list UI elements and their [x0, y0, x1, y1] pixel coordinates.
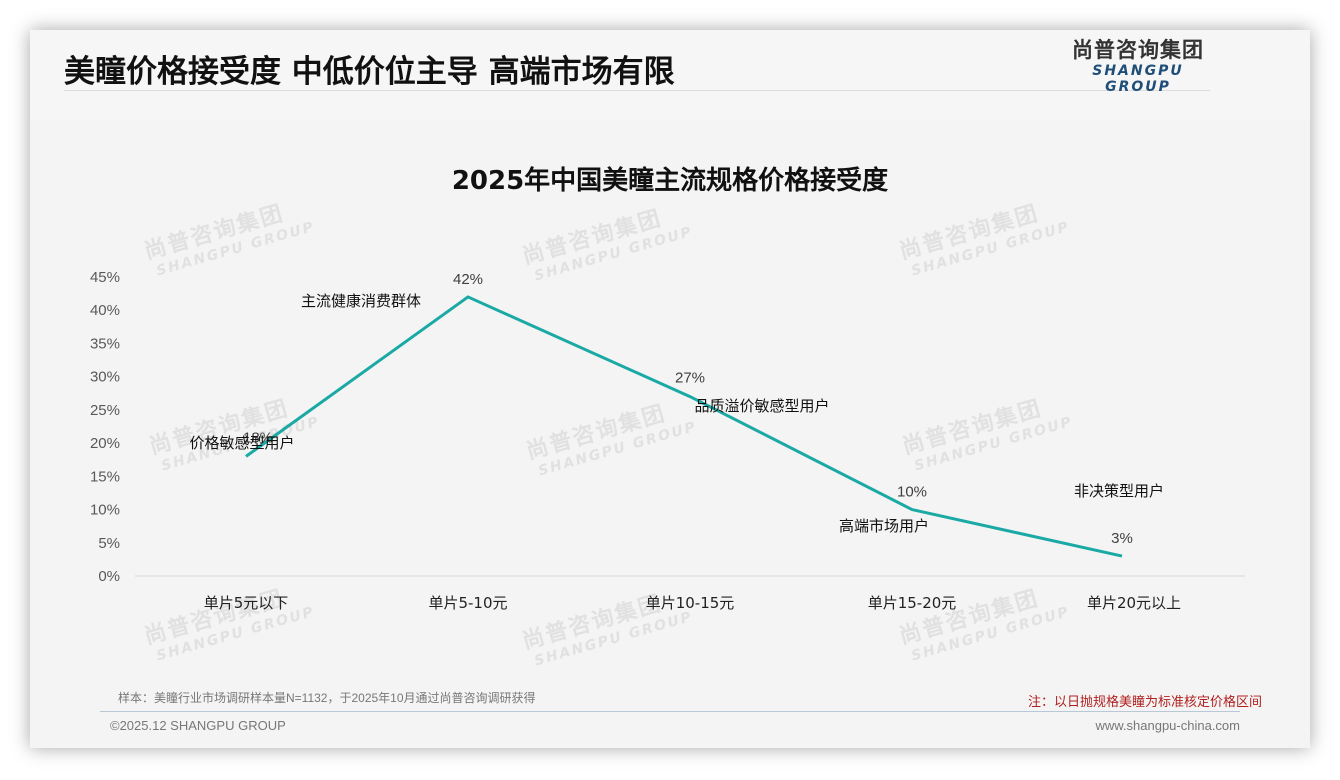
data-point-annotation: 品质溢价敏感型用户: [694, 397, 829, 415]
data-point-annotation: 高端市场用户: [839, 517, 929, 535]
y-axis-tick-label: 5%: [98, 535, 120, 552]
x-axis-category-label: 单片15-20元: [868, 594, 957, 612]
website-link: www.shangpu-china.com: [1095, 718, 1240, 733]
data-line: [245, 295, 1123, 558]
x-axis-category-label: 单片5-10元: [428, 594, 507, 612]
data-value-label: 10%: [897, 484, 927, 501]
y-axis-tick-label: 10%: [90, 502, 120, 519]
slide: [30, 30, 1310, 748]
y-axis-tick-label: 15%: [90, 468, 120, 485]
x-axis-category-label: 单片5元以下: [204, 594, 289, 612]
data-point-annotation: 主流健康消费群体: [301, 292, 421, 310]
y-axis-tick-label: 0%: [98, 568, 120, 585]
x-axis-category-label: 单片20元以上: [1087, 594, 1181, 612]
data-value-label: 42%: [453, 271, 483, 288]
data-value-label: 3%: [1111, 530, 1133, 547]
x-axis-category-label: 单片10-15元: [646, 594, 735, 612]
logo-english: SHANGPU GROUP: [1092, 63, 1184, 95]
data-value-label: 18%: [243, 429, 273, 446]
data-value-label: 27%: [675, 370, 705, 387]
y-axis-tick-label: 45%: [90, 269, 120, 286]
logo-chinese: 尚普咨询集团: [1072, 38, 1204, 62]
data-point-annotation: 非决策型用户: [1074, 482, 1164, 500]
y-axis-tick-label: 25%: [90, 402, 120, 419]
y-axis-tick-label: 20%: [90, 435, 120, 452]
header-divider: [64, 90, 1210, 91]
y-axis-tick-label: 30%: [90, 369, 120, 386]
y-axis-tick-label: 35%: [90, 335, 120, 352]
chart-title: 2025年中国美瞳主流规格价格接受度: [451, 166, 889, 196]
company-logo: 尚普咨询集团 SHANGPU GROUP: [1058, 34, 1218, 95]
sample-source-note: 样本：美瞳行业市场调研样本量N=1132，于2025年10月通过尚普咨询调研获得: [118, 691, 536, 705]
footer-divider: [100, 711, 1240, 712]
page-title: 美瞳价格接受度 中低价位主导 高端市场有限: [64, 54, 675, 90]
y-axis-tick-label: 40%: [90, 302, 120, 319]
price-range-note: 注：以日抛规格美瞳为标准核定价格区间: [1027, 694, 1262, 709]
copyright: ©2025.12 SHANGPU GROUP: [110, 718, 286, 733]
header-background: [30, 30, 1310, 120]
data-point-annotation: 价格敏感型用户: [189, 434, 294, 452]
